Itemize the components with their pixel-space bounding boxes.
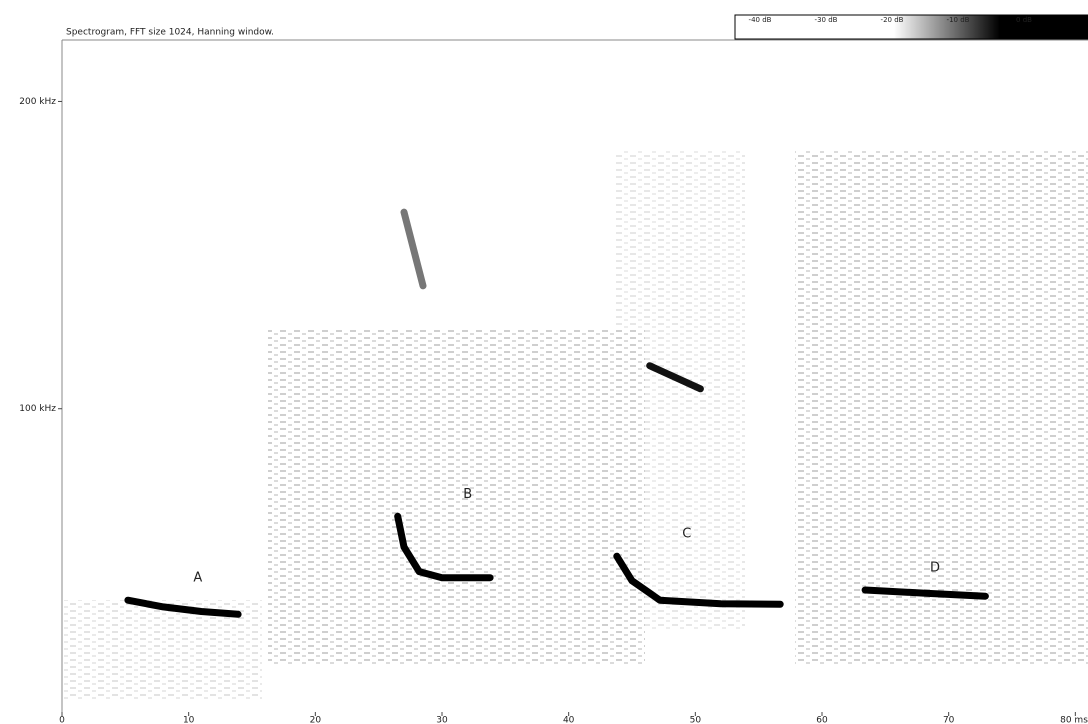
call-label: D — [930, 561, 940, 576]
y-tick-label: 100 kHz — [19, 404, 56, 414]
x-tick-label: 80 ms — [1060, 716, 1088, 724]
x-tick-label: 20 — [310, 716, 322, 724]
call — [124, 596, 242, 618]
call — [394, 512, 494, 582]
colorbar-label: -20 dB — [881, 16, 904, 24]
call — [861, 586, 989, 600]
colorbar-label: -40 dB — [749, 16, 772, 24]
colorbar-label: -10 dB — [947, 16, 970, 24]
colorbar-label: 0 dB — [1016, 16, 1032, 24]
x-tick-label: 10 — [183, 716, 195, 724]
x-tick-label: 50 — [690, 716, 702, 724]
call — [646, 362, 704, 393]
call-label: C — [682, 527, 691, 542]
y-tick-label: 200 kHz — [19, 97, 56, 107]
call — [400, 208, 427, 290]
call — [613, 552, 784, 608]
colorbar-label: -30 dB — [815, 16, 838, 24]
chart-title: Spectrogram, FFT size 1024, Hanning wind… — [66, 28, 274, 38]
call-label: B — [463, 487, 472, 502]
x-tick-label: 70 — [943, 716, 955, 724]
x-tick-label: 40 — [563, 716, 575, 724]
x-tick-label: 30 — [436, 716, 448, 724]
x-tick-label: 0 — [59, 716, 65, 724]
colorbar — [734, 14, 1088, 40]
noise — [62, 150, 1088, 700]
call-label: A — [193, 571, 202, 586]
x-tick-label: 60 — [816, 716, 828, 724]
